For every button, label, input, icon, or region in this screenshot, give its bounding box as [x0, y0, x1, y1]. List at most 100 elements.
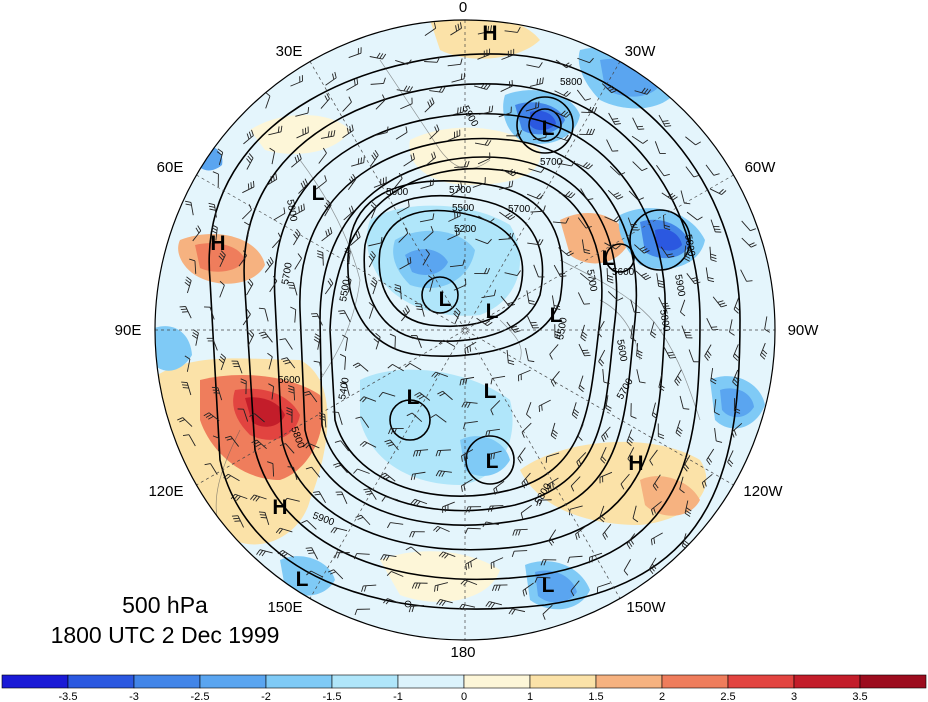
- wind-barb-feather: [258, 307, 265, 310]
- wind-barb-feather: [189, 258, 196, 262]
- wind-barb-feather: [550, 435, 557, 440]
- wind-barb-feather: [437, 390, 443, 395]
- wind-barb: [296, 132, 309, 139]
- wind-barb-feather: [636, 349, 643, 354]
- wind-barb-feather: [275, 527, 281, 534]
- wind-barb-feather: [582, 162, 588, 167]
- wind-barb-feather: [565, 217, 569, 224]
- wind-barb-feather: [667, 351, 674, 354]
- high-label: H: [482, 22, 497, 45]
- wind-barb: [558, 163, 572, 167]
- wind-barb-feather: [605, 432, 609, 438]
- graticule: [155, 20, 775, 640]
- wind-barb: [626, 429, 633, 442]
- lon-label-0: 0: [459, 0, 467, 16]
- wind-barb-feather: [339, 353, 346, 358]
- wind-barb: [243, 409, 249, 422]
- contour-label: 5600: [386, 187, 409, 198]
- wind-barb: [514, 550, 528, 552]
- wind-barb: [419, 218, 433, 223]
- wind-barb-feather: [528, 360, 535, 363]
- caption-level: 500 hPa: [122, 592, 208, 618]
- wind-barb-feather: [461, 401, 466, 408]
- wind-barb-feather: [289, 287, 296, 289]
- wind-barb: [368, 255, 376, 268]
- wind-barb: [375, 99, 386, 110]
- wind-barb: [272, 463, 275, 477]
- wind-barb-feather: [417, 582, 421, 589]
- wind-barb-feather: [369, 253, 375, 259]
- wind-barb-feather: [191, 334, 198, 339]
- wind-barb-feather: [279, 443, 286, 447]
- wind-barb: [525, 107, 539, 112]
- wind-barb-feather: [334, 71, 337, 78]
- marker-circle: [404, 600, 412, 608]
- wind-barb: [307, 442, 320, 449]
- wind-barb-feather: [430, 225, 434, 232]
- wind-barb-feather: [554, 331, 561, 334]
- wind-barb-feather: [185, 279, 191, 284]
- wind-barb-feather: [339, 312, 346, 315]
- wind-barb: [364, 441, 377, 448]
- wind-barb-feather: [286, 409, 293, 414]
- wind-barb: [607, 291, 618, 301]
- wind-barb-feather: [286, 412, 293, 416]
- wind-barb-feather: [641, 248, 648, 252]
- wind-barb-feather: [493, 289, 497, 296]
- wind-barb: [294, 258, 302, 270]
- wind-barb-feather: [600, 458, 606, 464]
- wind-barb-feather: [484, 26, 487, 33]
- wind-barb-feather: [509, 303, 516, 307]
- contour-label: 5800: [284, 199, 299, 223]
- wind-barb-feather: [653, 507, 656, 514]
- wind-barb-feather: [438, 450, 442, 457]
- wind-barb-feather: [379, 53, 384, 59]
- wind-barb-feather: [662, 120, 669, 122]
- wind-barb-feather: [288, 385, 295, 388]
- wind-barb-feather: [318, 412, 325, 415]
- wind-barb: [506, 321, 516, 333]
- wind-barb-feather: [268, 383, 274, 387]
- wind-barb: [679, 476, 684, 490]
- wind-barb-feather: [218, 358, 224, 364]
- wind-barb-feather: [563, 62, 570, 67]
- wind-barb-feather: [536, 500, 540, 507]
- wind-barb-feather: [355, 416, 362, 419]
- wind-barb: [259, 549, 273, 554]
- wind-barb: [686, 273, 695, 284]
- wind-barb: [285, 338, 293, 350]
- wind-barb-feather: [565, 190, 571, 196]
- wind-barb: [546, 452, 560, 458]
- lon-label-60w: 60W: [745, 159, 777, 176]
- wind-barb: [705, 164, 715, 176]
- wind-barb-feather: [457, 107, 459, 114]
- wind-barb-feather: [334, 552, 338, 559]
- wind-barb-feather: [658, 386, 665, 392]
- wind-barb-feather: [305, 443, 311, 449]
- contour-label: 5800: [560, 77, 583, 88]
- wind-barb-feather: [413, 473, 416, 480]
- wind-barb-feather: [246, 158, 251, 164]
- wind-barb-feather: [684, 202, 691, 205]
- wind-barb: [219, 254, 226, 267]
- wind-barb: [554, 90, 567, 97]
- lon-label-120e: 120E: [148, 483, 183, 500]
- wind-barb-feather: [197, 225, 202, 231]
- wind-barb: [551, 295, 555, 309]
- wind-barb: [454, 166, 468, 168]
- wind-barb: [396, 89, 410, 93]
- colorbar-bin: [1, 674, 69, 689]
- wind-barb-feather: [519, 455, 524, 462]
- wind-barb-feather: [253, 441, 260, 446]
- wind-barb-feather: [248, 332, 253, 338]
- wind-barb-feather: [641, 167, 648, 172]
- wind-barb-feather: [733, 309, 739, 314]
- wind-barb: [741, 237, 752, 248]
- wind-barb: [242, 186, 255, 194]
- wind-barb-feather: [406, 412, 413, 417]
- wind-barb-feather: [507, 301, 514, 305]
- wind-barb-feather: [211, 224, 218, 228]
- wind-barb: [597, 320, 605, 333]
- wind-barb-feather: [658, 285, 665, 288]
- wind-barb-feather: [373, 338, 379, 343]
